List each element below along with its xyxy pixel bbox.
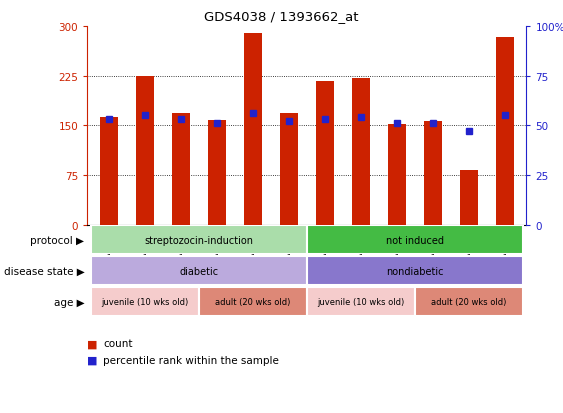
Bar — [172, 114, 190, 225]
Bar — [496, 38, 514, 225]
Text: juvenile (10 wks old): juvenile (10 wks old) — [101, 297, 189, 306]
Text: GDS4038 / 1393662_at: GDS4038 / 1393662_at — [204, 10, 359, 23]
Text: streptozocin-induction: streptozocin-induction — [144, 235, 253, 245]
Text: disease state ▶: disease state ▶ — [4, 266, 84, 276]
Bar — [136, 76, 154, 225]
Text: percentile rank within the sample: percentile rank within the sample — [103, 355, 279, 365]
Bar — [424, 121, 442, 225]
Bar — [307, 256, 523, 285]
Bar — [316, 82, 334, 225]
Bar — [91, 256, 307, 285]
Bar — [100, 117, 118, 225]
Bar — [280, 114, 298, 225]
Text: age ▶: age ▶ — [54, 297, 84, 307]
Bar — [388, 125, 406, 225]
Text: adult (20 wks old): adult (20 wks old) — [431, 297, 507, 306]
Bar — [307, 225, 523, 254]
Text: diabetic: diabetic — [179, 266, 218, 276]
Bar — [208, 121, 226, 225]
Text: protocol ▶: protocol ▶ — [30, 235, 84, 245]
Text: count: count — [103, 339, 132, 349]
Text: not induced: not induced — [386, 235, 444, 245]
Text: nondiabetic: nondiabetic — [386, 266, 444, 276]
Bar — [91, 225, 307, 254]
Bar — [199, 287, 307, 316]
Text: juvenile (10 wks old): juvenile (10 wks old) — [317, 297, 404, 306]
Text: ■: ■ — [87, 355, 98, 365]
Text: adult (20 wks old): adult (20 wks old) — [215, 297, 291, 306]
Bar — [91, 287, 199, 316]
Bar — [460, 170, 478, 225]
Bar — [244, 34, 262, 225]
Bar — [352, 78, 370, 225]
Bar — [307, 287, 415, 316]
Text: ■: ■ — [87, 339, 98, 349]
Bar — [415, 287, 523, 316]
